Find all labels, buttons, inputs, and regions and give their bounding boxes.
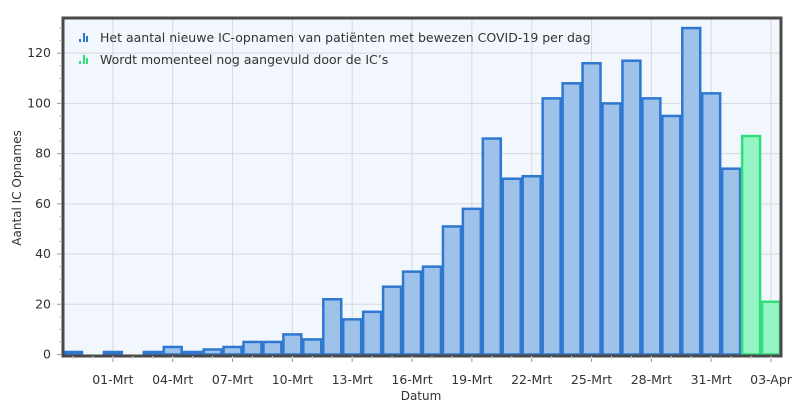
legend-item[interactable]: Het aantal nieuwe IC-opnamen van patiënt… (79, 30, 591, 45)
y-axis: 0 20 40 60 80 100 120 (27, 27, 62, 362)
y-tick-label: 40 (35, 246, 51, 261)
bar[interactable] (401, 270, 423, 356)
bar[interactable] (681, 26, 702, 356)
bar[interactable] (62, 350, 84, 356)
x-tick-label: 13-Mrt (332, 372, 373, 387)
bar[interactable] (740, 134, 762, 356)
bar[interactable] (641, 97, 662, 356)
bar[interactable] (142, 350, 163, 356)
bar[interactable] (521, 174, 542, 356)
bar[interactable] (700, 92, 722, 356)
bar[interactable] (222, 345, 243, 356)
bar[interactable] (242, 340, 263, 356)
x-tick-label: 10-Mrt (272, 372, 313, 387)
y-tick-label: 100 (27, 95, 51, 110)
bar[interactable] (341, 318, 363, 356)
legend: Het aantal nieuwe IC-opnamen van patiënt… (79, 30, 591, 67)
legend-item[interactable]: Wordt momenteel nog aangevuld door de IC… (79, 52, 388, 67)
plot-frame (61, 16, 783, 358)
bar[interactable] (561, 82, 582, 356)
legend-label: Het aantal nieuwe IC-opnamen van patiënt… (100, 30, 591, 45)
x-tick-label: 22-Mrt (511, 372, 552, 387)
y-tick-label: 80 (35, 146, 51, 161)
x-tick-label: 25-Mrt (571, 372, 612, 387)
bar-chart-icon (79, 55, 88, 64)
x-tick-label: 28-Mrt (631, 372, 672, 387)
bar-chart-icon (79, 33, 88, 42)
bar[interactable] (760, 300, 782, 356)
bar[interactable] (262, 340, 283, 356)
bar[interactable] (282, 333, 303, 356)
x-tick-label: 31-Mrt (691, 372, 732, 387)
x-axis-label: Datum (401, 389, 442, 403)
bar[interactable] (720, 167, 742, 356)
bar[interactable] (621, 59, 642, 356)
bar[interactable] (441, 225, 463, 356)
x-tick-label: 16-Mrt (391, 372, 432, 387)
bar[interactable] (182, 350, 203, 356)
y-tick-label: 20 (35, 296, 51, 311)
y-axis-label: Aantal IC Opnames (10, 130, 24, 245)
bar[interactable] (361, 310, 383, 356)
bar[interactable] (162, 345, 183, 356)
y-tick-label: 60 (35, 196, 51, 211)
bar[interactable] (601, 102, 622, 356)
bar[interactable] (381, 285, 403, 356)
x-axis: 01-Mrt 04-Mrt 07-Mrt 10-Mrt 13-Mrt 16-Mrt 19-M… (72, 356, 793, 387)
bar[interactable] (581, 61, 602, 356)
legend-label: Wordt momenteel nog aangevuld door de IC… (100, 52, 388, 67)
bar[interactable] (421, 265, 443, 356)
bar[interactable] (541, 97, 562, 356)
y-tick-label: 120 (27, 45, 51, 60)
bar[interactable] (302, 338, 323, 356)
bar[interactable] (102, 350, 124, 356)
x-tick-label: 19-Mrt (451, 372, 492, 387)
x-tick-label: 04-Mrt (152, 372, 193, 387)
y-tick-label: 0 (43, 347, 51, 362)
x-tick-label: 03-Apr (750, 372, 793, 387)
x-tick-label: 01-Mrt (92, 372, 133, 387)
bar[interactable] (661, 114, 682, 356)
x-tick-label: 07-Mrt (212, 372, 253, 387)
bar[interactable] (461, 207, 483, 356)
bar[interactable] (322, 298, 343, 356)
bar[interactable] (202, 348, 223, 356)
bar[interactable] (501, 177, 522, 356)
bar[interactable] (481, 137, 503, 356)
